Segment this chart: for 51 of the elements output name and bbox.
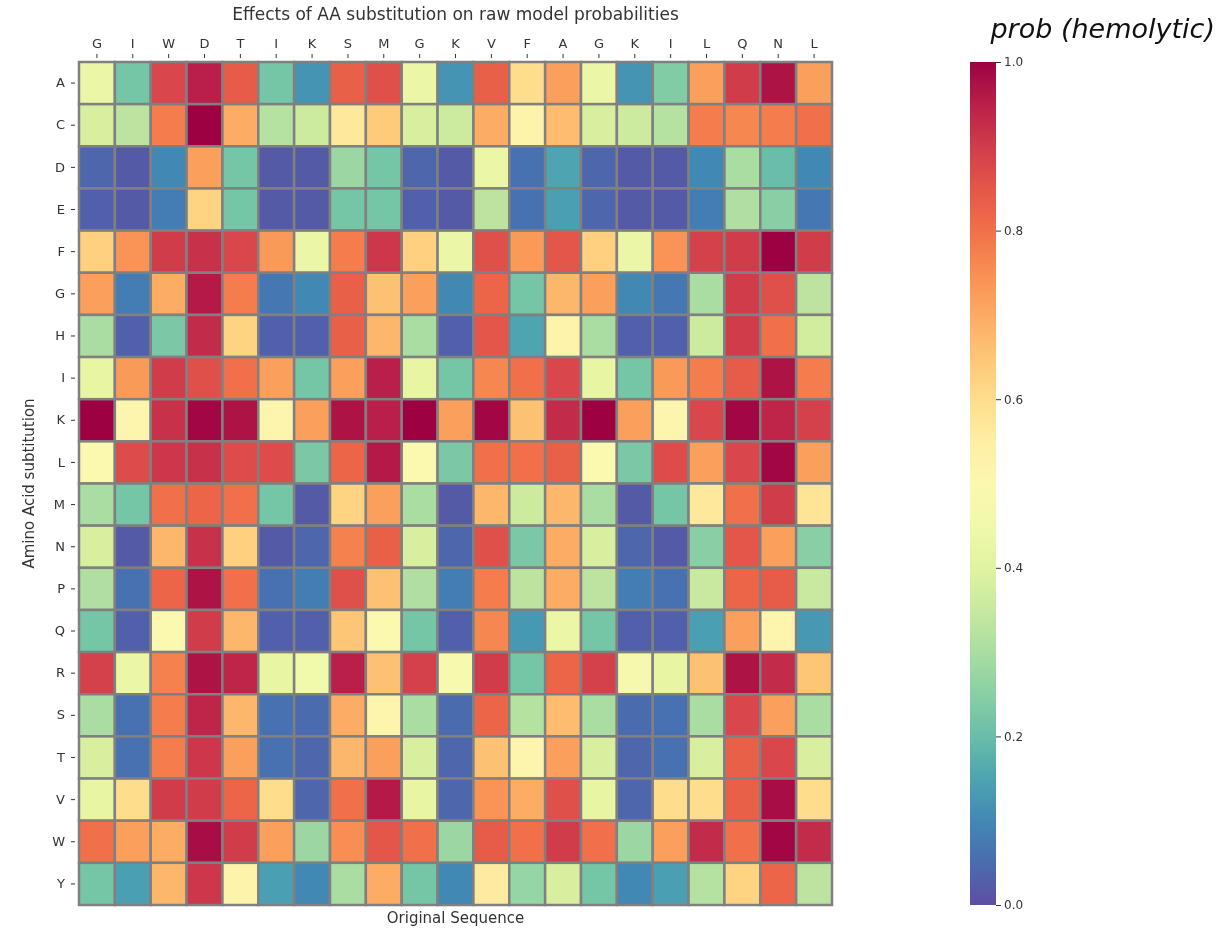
x-axis-title: Original Sequence: [386, 909, 525, 927]
x-tick-label: Q: [737, 36, 748, 51]
y-tick-label: C: [55, 117, 65, 133]
color-bar-label: 1.0: [1004, 55, 1024, 70]
y-tick-label: M: [53, 496, 65, 512]
x-tick-label: I: [668, 36, 673, 51]
x-tick-label: K: [630, 36, 640, 51]
x-tick-label: V: [486, 36, 496, 51]
y-tick-label: F: [57, 243, 65, 259]
y-tick-label: D: [54, 159, 65, 175]
color-bar-label: 0.8: [1004, 223, 1024, 238]
x-tick-label: S: [343, 36, 353, 51]
y-tick-label: Y: [56, 876, 66, 892]
y-tick-label: H: [55, 328, 65, 344]
y-tick-label: Q: [54, 623, 65, 639]
y-tick-label: R: [55, 665, 65, 681]
y-tick-label: P: [57, 581, 66, 597]
x-tick-label: W: [162, 36, 176, 51]
x-tick-label: L: [702, 36, 711, 51]
y-tick-label: E: [56, 201, 65, 217]
y-tick-label: G: [54, 285, 65, 301]
x-tick-label: G: [91, 36, 102, 51]
y-axis-title: Amino Acid subtitution: [20, 398, 38, 569]
color-bar-label: 0.4: [1004, 561, 1024, 576]
x-tick-label: N: [773, 36, 784, 51]
color-bar-title: prob (hemolytic): [989, 13, 1215, 44]
x-tick-label: I: [130, 36, 135, 51]
y-tick-label: K: [56, 412, 66, 428]
y-tick-label: A: [56, 75, 66, 91]
x-tick-label: A: [558, 36, 568, 51]
x-tick-label: K: [307, 36, 317, 51]
y-tick-label: L: [57, 454, 66, 470]
x-tick-label: D: [199, 36, 210, 51]
color-bar-label: 0.2: [1004, 729, 1024, 744]
y-tick-label: W: [52, 833, 66, 849]
x-tick-label: F: [523, 36, 531, 51]
x-tick-label: G: [414, 36, 425, 51]
x-tick-label: K: [451, 36, 461, 51]
chart-title: Effects of AA substitution on raw model probabilities: [232, 4, 679, 24]
color-bar-label: 0.0: [1004, 898, 1024, 913]
y-tick-label: N: [55, 538, 65, 554]
x-tick-label: M: [378, 36, 390, 51]
y-tick-label: V: [56, 791, 66, 807]
y-tick-label: I: [61, 370, 65, 386]
x-tick-label: T: [235, 36, 245, 51]
x-tick-label: G: [593, 36, 604, 51]
x-tick-label: I: [274, 36, 279, 51]
x-tick-label: L: [810, 36, 819, 51]
color-bar-label: 0.6: [1004, 392, 1024, 407]
y-tick-label: T: [56, 749, 66, 765]
y-tick-label: S: [56, 707, 65, 723]
